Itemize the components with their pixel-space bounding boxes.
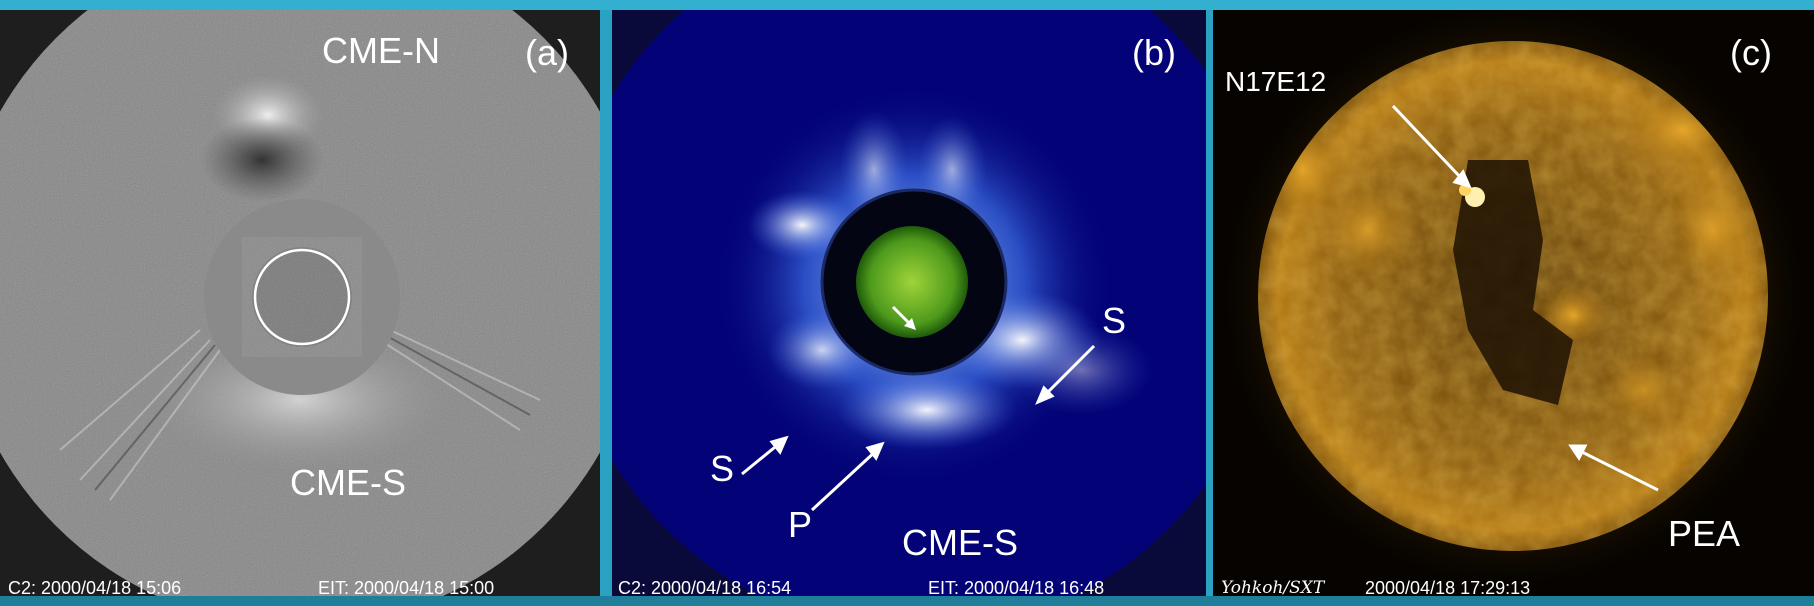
- panel-c-soft-xray: N17E12 (c) PEA Yohkoh/SXT 2000/04/18 17:…: [1213, 10, 1814, 596]
- frame-top-edge: [0, 0, 1814, 10]
- panel-b-image: [612, 10, 1206, 596]
- cme-north-label: CME-N: [322, 30, 440, 71]
- panel-a-footer-eit: EIT: 2000/04/18 15:00: [318, 578, 495, 596]
- marker-s-left: S: [710, 448, 735, 489]
- arrow-region-head: [1452, 169, 1472, 189]
- panel-a-label: (a): [525, 32, 569, 73]
- panel-b-footer-c2: C2: 2000/04/18 16:54: [618, 578, 792, 596]
- marker-p: P: [788, 504, 813, 545]
- arrow-s-left-head: [769, 435, 789, 455]
- arrow-p: [810, 448, 879, 512]
- cme-south-label-b: CME-S: [902, 522, 1018, 563]
- frame-bottom-edge: [0, 596, 1814, 606]
- pea-label: PEA: [1668, 513, 1741, 554]
- arrow-region: [1391, 104, 1465, 182]
- panel-b-footer-eit: EIT: 2000/04/18 16:48: [928, 578, 1105, 596]
- arrow-p-head: [865, 441, 885, 461]
- marker-s-right: S: [1102, 300, 1127, 341]
- arrow-s-right-head: [1035, 385, 1055, 405]
- panel-b-coronagraph-composite: (b) S S P CME-S C2: 2000/04/18 16:54 EIT…: [612, 10, 1206, 596]
- region-label: N17E12: [1225, 66, 1327, 97]
- panel-c-image: [1213, 10, 1814, 596]
- arrow-pea-head: [1568, 444, 1588, 461]
- eit-arrow-head: [904, 318, 916, 330]
- arrow-s-left: [741, 441, 781, 476]
- panel-b-label: (b): [1132, 32, 1176, 73]
- arrow-s-right: [1040, 344, 1096, 400]
- arrow-pea: [1577, 448, 1659, 492]
- panel-a-image: [0, 10, 600, 596]
- panel-c-footer-instrument: Yohkoh/SXT: [1221, 578, 1325, 596]
- panel-a-coronagraph-difference: CME-N (a) CME-S C2: 2000/04/18 15:06 EIT…: [0, 10, 600, 596]
- panel-a-footer-c2: C2: 2000/04/18 15:06: [8, 578, 182, 596]
- panel-c-footer-time: 2000/04/18 17:29:13: [1365, 578, 1531, 596]
- cme-south-label: CME-S: [290, 462, 406, 503]
- panel-c-label: (c): [1730, 32, 1772, 73]
